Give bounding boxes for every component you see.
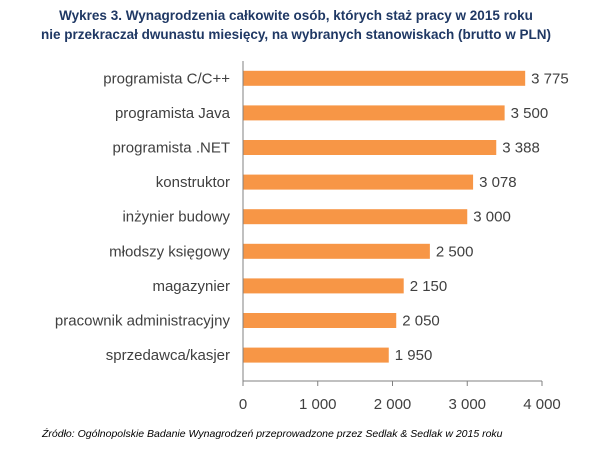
x-tick-label-4: 4 000 xyxy=(523,396,561,413)
category-label-8: sprzedawca/kasjer xyxy=(106,347,230,364)
x-tick-label-0: 0 xyxy=(239,396,247,413)
category-label-6: magazynier xyxy=(152,278,230,295)
chart-title-line-2: nie przekraczał dwunastu miesięcy, na wy… xyxy=(41,27,551,42)
source-note: Źródło: Ogólnopolskie Badanie Wynagrodze… xyxy=(42,428,503,440)
x-tick-label-2: 2 000 xyxy=(374,396,412,413)
bar-1 xyxy=(243,105,505,121)
category-label-4: inżynier budowy xyxy=(122,209,230,226)
value-label-3: 3 078 xyxy=(479,174,517,191)
bar-8 xyxy=(243,347,389,363)
bar-5 xyxy=(243,243,430,259)
category-label-3: konstruktor xyxy=(156,174,230,191)
bar-0 xyxy=(243,70,526,86)
bar-7 xyxy=(243,313,397,328)
bar-2 xyxy=(243,140,497,155)
chart-title-line-1: Wykres 3. Wynagrodzenia całkowite osób, … xyxy=(59,8,533,23)
category-label-7: pracownik administracyjny xyxy=(55,313,231,330)
category-label-5: młodszy księgowy xyxy=(109,243,230,260)
value-label-0: 3 775 xyxy=(531,70,569,87)
category-label-0: programista C/C++ xyxy=(103,70,230,87)
bar-3 xyxy=(243,174,474,190)
category-label-1: programista Java xyxy=(115,105,231,122)
value-label-4: 3 000 xyxy=(473,209,511,226)
category-label-2: programista .NET xyxy=(112,140,230,157)
bar-6 xyxy=(243,278,404,294)
value-label-1: 3 500 xyxy=(511,105,549,122)
x-tick-label-3: 3 000 xyxy=(448,396,486,413)
value-label-6: 2 150 xyxy=(410,278,448,295)
value-label-5: 2 500 xyxy=(436,243,474,260)
value-label-2: 3 388 xyxy=(502,140,540,157)
chart-title: Wykres 3. Wynagrodzenia całkowite osób, … xyxy=(0,6,592,44)
value-label-7: 2 050 xyxy=(402,313,440,330)
bar-4 xyxy=(243,209,468,225)
value-label-8: 1 950 xyxy=(395,347,433,364)
x-tick-label-1: 1 000 xyxy=(299,396,337,413)
